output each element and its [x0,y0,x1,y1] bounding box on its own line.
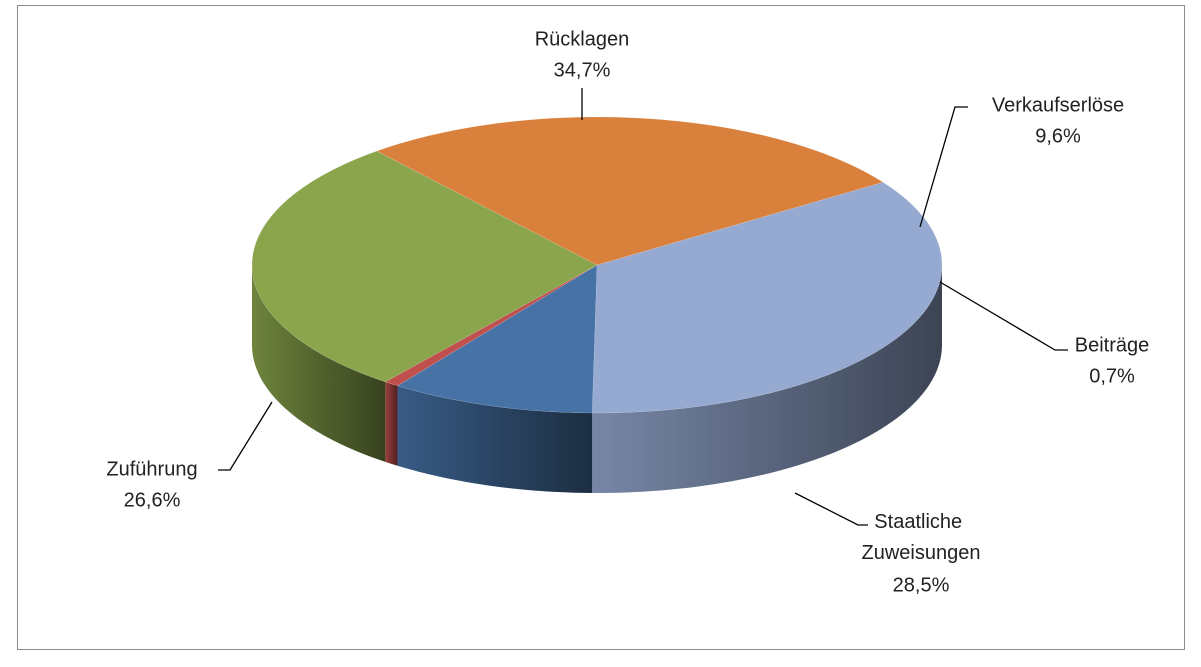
leader-line [919,106,968,228]
value-label: 9,6% [1035,125,1081,147]
slice [376,116,884,266]
slice-side [397,385,593,493]
pie-sides [252,265,942,493]
slice [396,264,598,414]
slice-side [592,265,942,493]
value-label: 34,7% [554,59,611,81]
category-label: Beiträge [1075,334,1150,356]
category-label: Verkaufserlöse [992,94,1124,116]
slice-side [252,265,386,462]
leader-line [939,281,1068,351]
category-label: Staatliche Zuweisungen [862,511,981,564]
category-label: Zuführung [106,458,197,480]
leader-line [794,492,868,526]
pie-tops [251,116,943,414]
slice [384,264,598,387]
category-label: Rücklagen [535,28,630,50]
labels: Rücklagen 34,7% Verkaufserlöse 9,6% Beiträge… [106,28,1149,596]
value-label: 0,7% [1089,365,1135,387]
leader-line [218,401,273,471]
slice [591,181,943,414]
value-label: 28,5% [893,574,950,596]
value-label: 26,6% [124,489,181,511]
slice-side [385,381,398,466]
slice [251,150,598,383]
